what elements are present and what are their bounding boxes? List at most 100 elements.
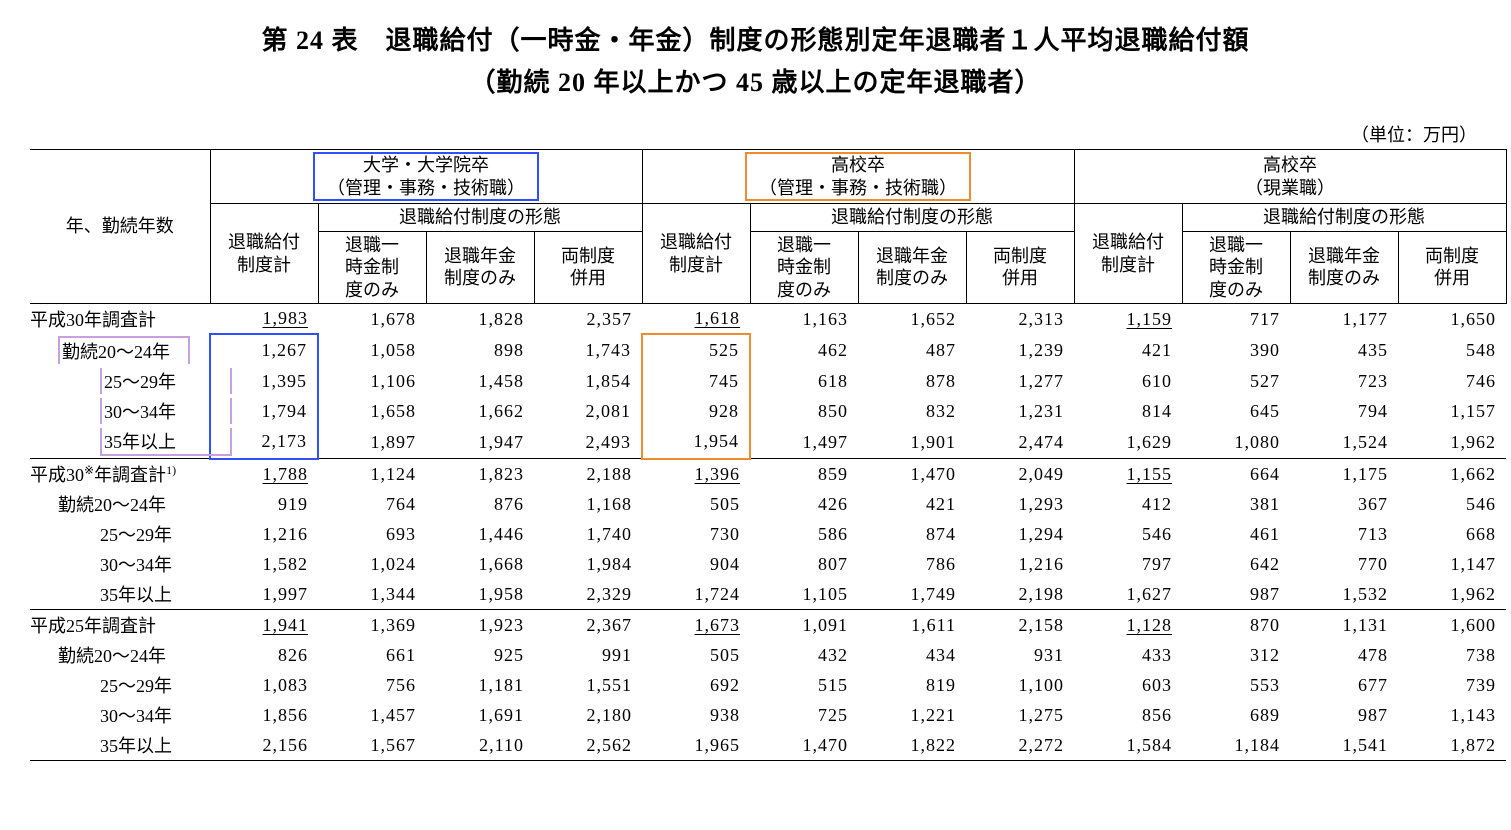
table-cell: 1,958 xyxy=(426,579,534,610)
group-header: 高校卒（管理・事務・技術職） xyxy=(642,150,1074,204)
subheader-col: 退職一時金制度のみ xyxy=(1182,231,1290,304)
subheader-col: 両制度併用 xyxy=(534,231,642,304)
table-cell: 1,962 xyxy=(1398,579,1506,610)
row-label: 25～29年 xyxy=(30,519,210,549)
title-line-1: 第 24 表 退職給付（一時金・年金）制度の形態別定年退職者１人平均退職給付額 xyxy=(30,20,1481,62)
row-header: 年、勤続年数 xyxy=(30,150,210,304)
table-cell: 832 xyxy=(858,396,966,426)
table-cell: 1,997 xyxy=(210,579,318,610)
unit-label: （単位：万円） xyxy=(30,121,1481,147)
table-cell: 2,198 xyxy=(966,579,1074,610)
table-cell: 1,275 xyxy=(966,700,1074,730)
row-label: 35年以上 xyxy=(30,730,210,761)
table-cell: 819 xyxy=(858,670,966,700)
table-cell: 2,188 xyxy=(534,459,642,490)
table-cell: 876 xyxy=(426,489,534,519)
table-cell: 2,493 xyxy=(534,426,642,459)
table-cell: 717 xyxy=(1182,304,1290,335)
table-cell: 1,181 xyxy=(426,670,534,700)
table-cell: 1,470 xyxy=(750,730,858,761)
table-cell: 1,396 xyxy=(642,459,750,490)
table-cell: 794 xyxy=(1290,396,1398,426)
table-cell: 870 xyxy=(1182,610,1290,641)
table-cell: 2,158 xyxy=(966,610,1074,641)
table-row: 勤続20～24年82666192599150543243493143331247… xyxy=(30,640,1506,670)
table-cell: 668 xyxy=(1398,519,1506,549)
table-cell: 642 xyxy=(1182,549,1290,579)
table-cell: 1,159 xyxy=(1074,304,1182,335)
table-cell: 1,458 xyxy=(426,366,534,396)
table-cell: 664 xyxy=(1182,459,1290,490)
table-row: 35年以上2,1561,5672,1102,5621,9651,4701,822… xyxy=(30,730,1506,761)
table-cell: 1,124 xyxy=(318,459,426,490)
table-cell: 1,600 xyxy=(1398,610,1506,641)
table-cell: 1,091 xyxy=(750,610,858,641)
row-label: 平成30年調査計 xyxy=(30,304,210,335)
table-row: 平成30年調査計1,9831,6781,8282,3571,6181,1631,… xyxy=(30,304,1506,335)
row-label: 勤続20～24年 xyxy=(30,489,210,519)
table-cell: 1,627 xyxy=(1074,579,1182,610)
table-cell: 1,344 xyxy=(318,579,426,610)
table-cell: 1,294 xyxy=(966,519,1074,549)
table-row: 30～34年1,8561,4571,6912,1809387251,2211,2… xyxy=(30,700,1506,730)
table-cell: 2,156 xyxy=(210,730,318,761)
subheader-col: 退職年金制度のみ xyxy=(426,231,534,304)
table-cell: 1,369 xyxy=(318,610,426,641)
table-cell: 1,662 xyxy=(1398,459,1506,490)
table-cell: 618 xyxy=(750,366,858,396)
table-cell: 756 xyxy=(318,670,426,700)
subheader-total: 退職給付制度計 xyxy=(642,204,750,304)
table-cell: 1,823 xyxy=(426,459,534,490)
table-cell: 1,901 xyxy=(858,426,966,459)
table-cell: 1,106 xyxy=(318,366,426,396)
table-cell: 1,658 xyxy=(318,396,426,426)
table-cell: 1,740 xyxy=(534,519,642,549)
table-cell: 1,828 xyxy=(426,304,534,335)
table-cell: 925 xyxy=(426,640,534,670)
table-cell: 2,367 xyxy=(534,610,642,641)
table-cell: 546 xyxy=(1398,489,1506,519)
table-row: 平成25年調査計1,9411,3691,9232,3671,6731,0911,… xyxy=(30,610,1506,641)
table-cell: 938 xyxy=(642,700,750,730)
table-cell: 730 xyxy=(642,519,750,549)
table-cell: 412 xyxy=(1074,489,1182,519)
table-cell: 2,272 xyxy=(966,730,1074,761)
table-cell: 390 xyxy=(1182,334,1290,366)
table-cell: 1,567 xyxy=(318,730,426,761)
table-cell: 991 xyxy=(534,640,642,670)
table-cell: 1,128 xyxy=(1074,610,1182,641)
table-cell: 1,524 xyxy=(1290,426,1398,459)
table-row: 30～34年1,5821,0241,6681,9849048077861,216… xyxy=(30,549,1506,579)
table-cell: 1,532 xyxy=(1290,579,1398,610)
title-line-2: （勤続 20 年以上かつ 45 歳以上の定年退職者） xyxy=(30,62,1481,104)
table-cell: 850 xyxy=(750,396,858,426)
table-cell: 1,650 xyxy=(1398,304,1506,335)
table-cell: 1,584 xyxy=(1074,730,1182,761)
table-cell: 2,313 xyxy=(966,304,1074,335)
table-cell: 677 xyxy=(1290,670,1398,700)
table-row: 25～29年1,3951,1061,4581,8547456188781,277… xyxy=(30,366,1506,396)
table-cell: 1,962 xyxy=(1398,426,1506,459)
table-cell: 1,678 xyxy=(318,304,426,335)
table-cell: 432 xyxy=(750,640,858,670)
table-cell: 1,147 xyxy=(1398,549,1506,579)
table-cell: 797 xyxy=(1074,549,1182,579)
table-cell: 1,662 xyxy=(426,396,534,426)
table-cell: 919 xyxy=(210,489,318,519)
table-cell: 527 xyxy=(1182,366,1290,396)
table-cell: 525 xyxy=(642,334,750,366)
table-cell: 1,668 xyxy=(426,549,534,579)
table-cell: 770 xyxy=(1290,549,1398,579)
table-cell: 1,652 xyxy=(858,304,966,335)
table-cell: 421 xyxy=(1074,334,1182,366)
table-cell: 786 xyxy=(858,549,966,579)
table-cell: 1,163 xyxy=(750,304,858,335)
table-cell: 1,582 xyxy=(210,549,318,579)
table-cell: 928 xyxy=(642,396,750,426)
row-label: 25～29年 xyxy=(30,670,210,700)
table-cell: 2,357 xyxy=(534,304,642,335)
table-cell: 739 xyxy=(1398,670,1506,700)
table-cell: 1,470 xyxy=(858,459,966,490)
subheader-total: 退職給付制度計 xyxy=(210,204,318,304)
subheader-col: 両制度併用 xyxy=(1398,231,1506,304)
